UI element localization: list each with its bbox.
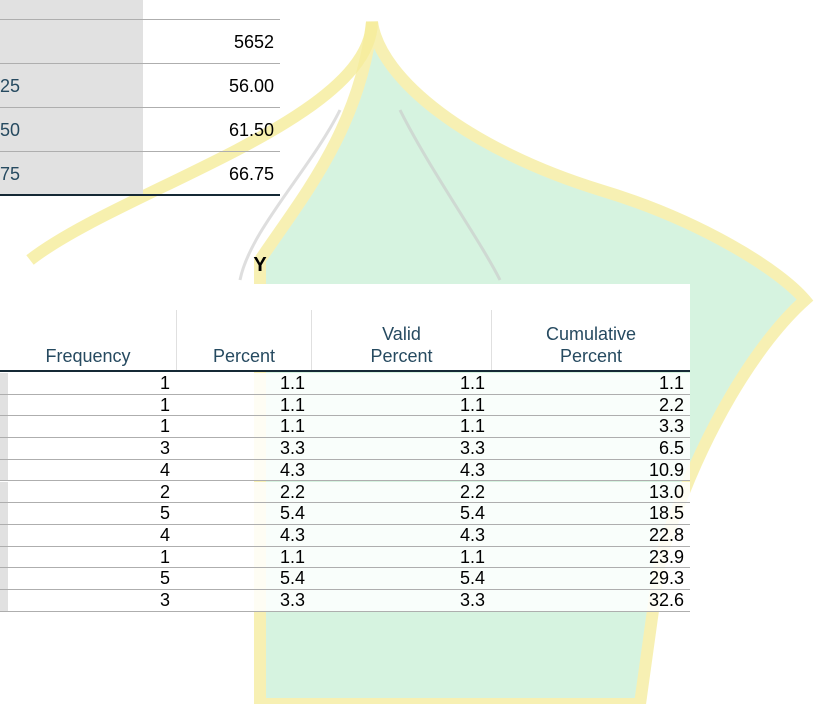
table-cell: 29.3 <box>491 568 690 590</box>
table-cell: 5.4 <box>176 503 311 525</box>
row-label <box>0 590 8 612</box>
table-cell: 4.3 <box>176 525 311 547</box>
row-label <box>0 547 8 569</box>
table-cell: 1.1 <box>176 547 311 569</box>
row-label <box>0 438 8 460</box>
table-title: Y <box>240 254 280 277</box>
table-cell: 2.2 <box>311 482 491 504</box>
cell <box>143 0 280 20</box>
table-cell: 32.6 <box>491 590 690 612</box>
table-cell: 3 <box>8 590 176 612</box>
table-cell: 1.1 <box>176 416 311 438</box>
table-cell: 4.3 <box>311 460 491 482</box>
value-cell: 56.00 <box>143 64 280 108</box>
table-cell: 1.1 <box>311 416 491 438</box>
table-cell: 5.4 <box>311 568 491 590</box>
table-cell: 5.4 <box>176 568 311 590</box>
row-label <box>0 568 8 590</box>
table-cell: 3.3 <box>491 416 690 438</box>
table-cell: 3.3 <box>311 590 491 612</box>
value-cell: 5652 <box>143 20 280 64</box>
table-cell: 5 <box>8 503 176 525</box>
table-cell: 1.1 <box>311 547 491 569</box>
row-label <box>0 482 8 504</box>
table-cell: 2.2 <box>176 482 311 504</box>
table-cell: 1.1 <box>311 395 491 417</box>
value-cell: 61.50 <box>143 108 280 152</box>
column-header: Cumulative Percent <box>491 310 690 370</box>
table-cell: 6.5 <box>491 438 690 460</box>
row-label <box>0 460 8 482</box>
table-cell: 1.1 <box>311 373 491 395</box>
table-cell: 3.3 <box>176 438 311 460</box>
table-cell: 3 <box>8 438 176 460</box>
table-cell: 2.2 <box>491 395 690 417</box>
row-label <box>0 503 8 525</box>
table-cell: 1 <box>8 373 176 395</box>
table-cell: 10.9 <box>491 460 690 482</box>
value-cell: 66.75 <box>143 152 280 196</box>
table-cell: 4 <box>8 525 176 547</box>
table-cell: 4 <box>8 460 176 482</box>
column-header: Valid Percent <box>311 310 491 370</box>
row-label <box>0 416 8 438</box>
row-label <box>0 373 8 395</box>
row-label <box>0 525 8 547</box>
table-cell: 2 <box>8 482 176 504</box>
table-cell: 5.4 <box>311 503 491 525</box>
table-cell: 4.3 <box>311 525 491 547</box>
table-cell: 23.9 <box>491 547 690 569</box>
table-cell: 13.0 <box>491 482 690 504</box>
table-cell: 4.3 <box>176 460 311 482</box>
table-cell: 1 <box>8 416 176 438</box>
column-header: Frequency <box>0 310 176 370</box>
row-label <box>0 0 143 20</box>
row-label: 25 <box>0 64 143 108</box>
table-cell: 1.1 <box>491 373 690 395</box>
column-header: Percent <box>176 310 311 370</box>
table-cell: 1.1 <box>176 395 311 417</box>
table-cell: 22.8 <box>491 525 690 547</box>
table-cell: 1 <box>8 547 176 569</box>
row-label <box>0 395 8 417</box>
table-cell: 1 <box>8 395 176 417</box>
row-label <box>0 20 143 64</box>
table-cell: 5 <box>8 568 176 590</box>
table-cell: 18.5 <box>491 503 690 525</box>
table-cell: 1.1 <box>176 373 311 395</box>
table-cell: 3.3 <box>311 438 491 460</box>
table-cell: 3.3 <box>176 590 311 612</box>
row-label: 50 <box>0 108 143 152</box>
row-label: 75 <box>0 152 143 196</box>
page: 56522556.005061.507566.75 Y FrequencyPer… <box>0 0 817 704</box>
